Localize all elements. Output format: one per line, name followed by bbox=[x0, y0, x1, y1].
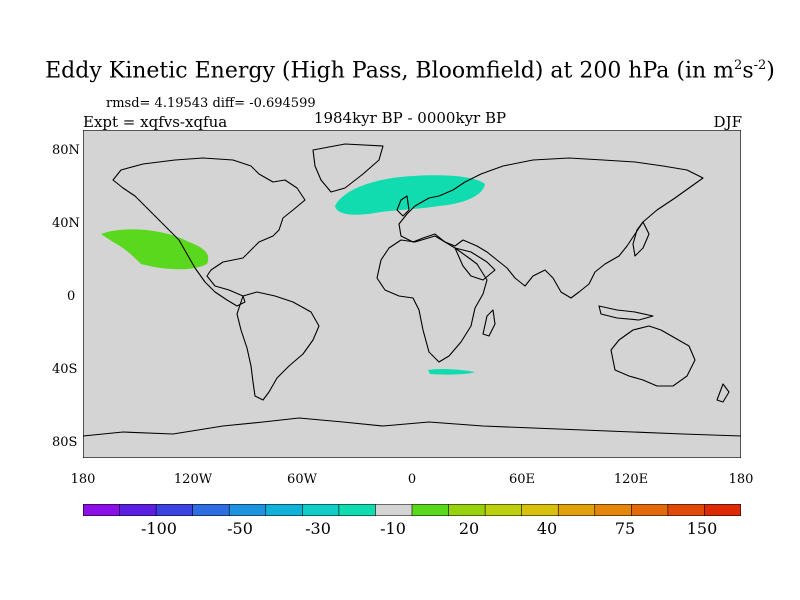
coast-arabia bbox=[454, 247, 496, 281]
lat-label-80s: 80S bbox=[52, 435, 78, 450]
colorbar bbox=[83, 504, 741, 516]
colorbar-swatch bbox=[411, 504, 450, 516]
colorbar-label: 20 bbox=[458, 519, 480, 538]
coast-eurasia bbox=[398, 157, 704, 299]
coast-australia bbox=[610, 325, 696, 387]
period-label: 1984kyr BP - 0000kyr BP bbox=[313, 109, 507, 127]
world-map bbox=[83, 130, 741, 458]
colorbar-swatch bbox=[83, 504, 121, 516]
lon-label-0: 0 bbox=[407, 472, 417, 487]
experiment-label: Expt = xqfvs-xqfua bbox=[83, 113, 228, 131]
coast-greenland bbox=[312, 143, 384, 193]
colorbar-swatch bbox=[448, 504, 486, 516]
lat-label-0: 0 bbox=[67, 289, 76, 304]
anomaly-region-south-atlantic bbox=[428, 368, 475, 375]
lon-label-180w: 180 bbox=[70, 472, 96, 487]
lon-label-120e: 120E bbox=[613, 472, 649, 487]
lon-label-60e: 60E bbox=[508, 472, 536, 487]
coast-antarctica bbox=[83, 417, 741, 437]
colorbar-label: 40 bbox=[536, 519, 558, 538]
colorbar-swatch bbox=[119, 504, 157, 516]
plot-title: Eddy Kinetic Energy (High Pass, Bloomfie… bbox=[45, 58, 775, 84]
coastlines bbox=[83, 143, 741, 437]
colorbar-label: -100 bbox=[141, 519, 177, 538]
colorbar-label: 150 bbox=[686, 519, 718, 538]
lon-label-120w: 120W bbox=[173, 472, 213, 487]
colorbar-label: -10 bbox=[380, 519, 406, 538]
colorbar-swatch bbox=[155, 504, 194, 516]
coast-africa bbox=[376, 235, 488, 363]
colorbar-swatch bbox=[192, 504, 231, 516]
coast-south-america bbox=[236, 291, 320, 401]
coast-japan bbox=[632, 221, 650, 257]
coast-madagascar bbox=[482, 309, 496, 337]
lon-label-60w: 60W bbox=[287, 472, 317, 487]
colorbar-swatch bbox=[228, 504, 267, 516]
colorbar-swatch bbox=[631, 504, 669, 516]
colorbar-swatch bbox=[557, 504, 596, 516]
lat-label-40n: 40N bbox=[52, 216, 80, 231]
lon-label-180e: 180 bbox=[728, 472, 754, 487]
season-label: DJF bbox=[713, 113, 742, 131]
colorbar-swatch bbox=[265, 504, 304, 516]
colorbar-label: 75 bbox=[614, 519, 636, 538]
lat-label-40s: 40S bbox=[52, 362, 78, 377]
colorbar-swatch bbox=[521, 504, 560, 516]
colorbar-swatch bbox=[704, 504, 741, 516]
coast-uk bbox=[396, 195, 410, 217]
colorbar-swatch bbox=[594, 504, 633, 516]
colorbar-label: -50 bbox=[227, 519, 253, 538]
colorbar-swatch bbox=[302, 504, 340, 516]
coast-new-zealand bbox=[716, 383, 730, 403]
coast-north-america bbox=[112, 157, 306, 307]
colorbar-swatch bbox=[484, 504, 523, 516]
colorbar-swatch bbox=[375, 504, 413, 516]
anomaly-region-north-pacific bbox=[101, 229, 209, 270]
lat-label-80n: 80N bbox=[52, 143, 80, 158]
colorbar-label: -30 bbox=[305, 519, 331, 538]
colorbar-swatch bbox=[667, 504, 706, 516]
stats-text: rmsd= 4.19543 diff= -0.694599 bbox=[106, 96, 316, 111]
coast-indonesia bbox=[598, 305, 654, 321]
anomaly-region-north-atlantic bbox=[335, 175, 485, 215]
colorbar-swatch bbox=[338, 504, 377, 516]
